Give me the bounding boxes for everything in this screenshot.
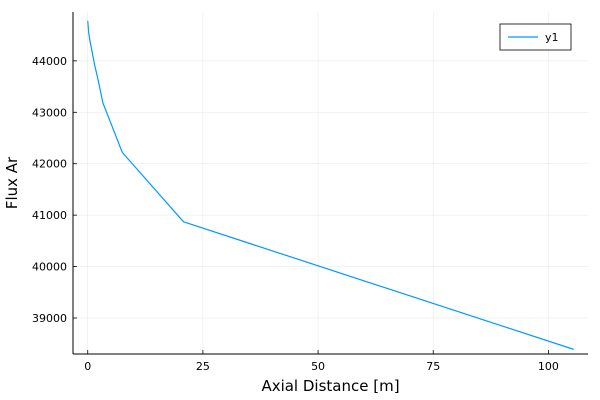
x-tick-label: 50 [311,360,325,373]
y-tick-label: 43000 [32,106,67,119]
axes [72,12,588,355]
x-tick-label: 75 [426,360,440,373]
y-tick-label: 42000 [32,158,67,171]
series-line-y1 [87,20,574,350]
legend: y1 [499,23,572,51]
legend-label: y1 [545,31,559,44]
y-tick-label: 41000 [32,209,67,222]
x-tick-label: 0 [84,360,91,373]
y-tick-label: 40000 [32,261,67,274]
x-axis-title: Axial Distance [m] [261,377,399,395]
tick-labels: 0 25 50 75 100 39000 40000 41000 42000 43000 44000 [32,55,559,373]
y-axis-title: Flux Ar [3,156,21,209]
x-tick-label: 100 [538,360,559,373]
series-group [87,20,574,350]
grid-lines [73,12,588,354]
y-tick-label: 39000 [32,312,67,325]
x-tick-label: 25 [196,360,210,373]
y-tick-label: 44000 [32,55,67,68]
